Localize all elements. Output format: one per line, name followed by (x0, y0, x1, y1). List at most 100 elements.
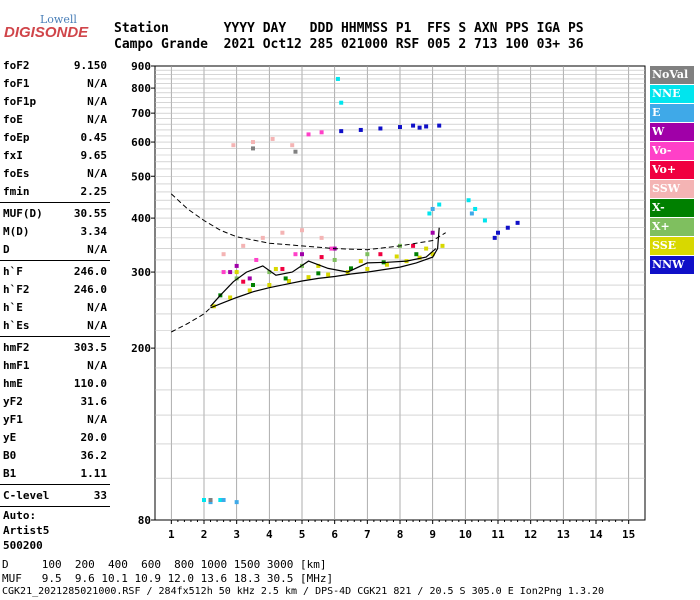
legend-item: W (650, 123, 694, 141)
param-row: MUF(D) 30.55 (0, 205, 110, 223)
legend-item: NoVal (650, 66, 694, 84)
data-point (496, 230, 500, 235)
param-label: h`E (3, 301, 23, 314)
data-point (430, 230, 435, 235)
param-label: fxI (3, 149, 23, 162)
param-value: 9.65 (80, 149, 108, 162)
data-point (300, 228, 304, 233)
param-row: fxI 9.65 (0, 147, 110, 165)
param-value: 33 (93, 489, 107, 502)
separator (0, 336, 110, 337)
data-point (290, 143, 295, 148)
y-tick-label: 300 (131, 266, 151, 279)
separator (0, 506, 110, 507)
data-point (349, 266, 353, 271)
data-point (234, 270, 239, 275)
data-point (515, 220, 520, 225)
x-tick-label: 2 (201, 528, 208, 541)
param-label: hmE (3, 377, 23, 390)
data-point (319, 235, 324, 240)
param-label: B1 (3, 467, 17, 480)
data-point (316, 271, 321, 276)
param-row: foEs N/A (0, 165, 110, 183)
x-tick-label: 7 (364, 528, 371, 541)
data-point (218, 498, 223, 503)
data-point (283, 276, 288, 281)
data-point (234, 263, 239, 268)
param-row: foF1 N/A (0, 75, 110, 93)
data-point (270, 136, 275, 141)
data-point (411, 243, 416, 248)
param-label: M(D) (3, 225, 30, 238)
param-value: 0.45 (80, 131, 108, 144)
data-point (437, 123, 442, 128)
param-value: 2.25 (80, 185, 108, 198)
data-point (430, 252, 435, 257)
data-point (411, 123, 416, 128)
param-row: foE N/A (0, 111, 110, 129)
param-label: D (3, 243, 10, 256)
data-point (208, 500, 213, 505)
legend-item: X- (650, 199, 694, 217)
profile-curve (210, 227, 440, 309)
param-row: D N/A (0, 241, 110, 259)
x-tick-label: 9 (429, 528, 436, 541)
separator (0, 260, 110, 261)
data-point (482, 218, 487, 223)
header-labels: Station YYYY DAY DDD HHMMSS P1 FFS S AXN… (114, 21, 584, 36)
data-point (241, 279, 246, 284)
data-point (417, 125, 422, 130)
footer-file-info: CGK21_2021285021000.RSF / 284fx512h 50 k… (2, 586, 605, 597)
footer-muf: MUF 9.5 9.6 10.1 10.9 12.0 13.6 18.3 30.… (2, 572, 334, 585)
legend-item: Vo+ (650, 161, 694, 179)
param-label: yF1 (3, 413, 23, 426)
data-point (286, 279, 291, 284)
param-label: foE (3, 113, 23, 126)
data-point (280, 230, 285, 235)
param-row: foF1p N/A (0, 93, 110, 111)
param-row: h`Es N/A (0, 317, 110, 335)
param-label: foEp (3, 131, 30, 144)
data-point (358, 127, 363, 132)
param-label: foF1 (3, 77, 30, 90)
data-point (430, 206, 435, 211)
dashed-profile-curve (170, 193, 446, 251)
data-point (329, 246, 334, 251)
data-point (221, 252, 226, 257)
data-point (221, 270, 226, 275)
autoscale-info: Artist5 (3, 524, 50, 537)
profile-curve (210, 248, 437, 307)
data-point (228, 270, 233, 275)
y-tick-label: 900 (131, 60, 151, 73)
y-tick-label: 500 (131, 170, 151, 183)
param-value: N/A (87, 413, 107, 426)
param-value: 303.5 (73, 341, 107, 354)
param-label: C-level (3, 489, 50, 502)
data-point (339, 129, 344, 134)
param-row: fmin 2.25 (0, 183, 110, 201)
legend-item: SSE (650, 237, 694, 255)
data-point (492, 235, 497, 240)
param-label: h`Es (3, 319, 30, 332)
data-point (384, 262, 389, 267)
data-point (234, 500, 239, 505)
data-point (319, 130, 324, 135)
data-point (254, 257, 259, 262)
y-tick-label: 800 (131, 82, 151, 95)
param-row: hmF1 N/A (0, 357, 110, 375)
param-value: N/A (87, 319, 107, 332)
data-point (247, 288, 252, 293)
data-point (251, 140, 255, 145)
data-point (208, 498, 213, 503)
x-tick-label: 8 (397, 528, 404, 541)
param-value: N/A (87, 301, 107, 314)
data-point (234, 276, 239, 281)
param-label: h`F2 (3, 283, 30, 296)
x-tick-label: 5 (299, 528, 306, 541)
autoscale-info: 500200 (3, 539, 43, 552)
param-row: h`F 246.0 (0, 263, 110, 281)
logo-lowell: Lowell (40, 13, 77, 26)
data-point (335, 76, 340, 81)
x-tick-label: 15 (622, 528, 635, 541)
